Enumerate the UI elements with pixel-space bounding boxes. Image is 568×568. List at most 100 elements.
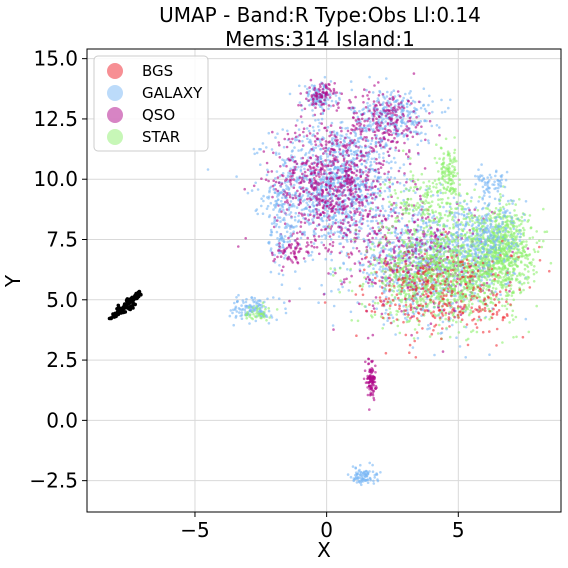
- point-galaxy: [387, 248, 391, 252]
- point-qso: [393, 124, 397, 128]
- point-qso: [354, 119, 358, 122]
- point-qso: [317, 235, 321, 238]
- point-galaxy: [284, 311, 288, 315]
- point-star: [438, 267, 442, 271]
- point-star: [416, 300, 420, 303]
- point-qso: [371, 226, 375, 230]
- point-qso: [344, 166, 348, 170]
- point-galaxy: [206, 168, 210, 171]
- point-qso: [278, 143, 281, 147]
- point-qso: [337, 198, 340, 201]
- point-qso: [303, 221, 307, 225]
- point-star: [411, 255, 415, 258]
- point-qso: [272, 179, 276, 182]
- point-qso: [362, 124, 366, 127]
- point-star: [373, 301, 377, 305]
- point-galaxy: [367, 124, 370, 128]
- point-galaxy: [255, 151, 259, 155]
- point-qso: [339, 225, 342, 229]
- point-qso: [379, 162, 383, 166]
- point-qso: [344, 163, 348, 166]
- point-qso: [373, 84, 376, 87]
- point-galaxy: [324, 181, 328, 184]
- point-galaxy: [309, 254, 313, 257]
- point-star: [451, 240, 454, 244]
- point-galaxy: [262, 199, 265, 203]
- point-galaxy: [389, 166, 393, 170]
- point-star: [500, 297, 504, 301]
- point-galaxy: [349, 238, 353, 241]
- point-qso: [328, 242, 332, 246]
- point-galaxy: [359, 190, 362, 193]
- point-galaxy: [348, 215, 351, 218]
- point-galaxy: [293, 155, 296, 159]
- point-qso: [338, 251, 342, 255]
- point-galaxy: [336, 165, 340, 169]
- point-galaxy: [399, 235, 402, 239]
- point-qso: [311, 187, 314, 190]
- point-star: [378, 227, 382, 231]
- point-star: [476, 318, 480, 322]
- point-qso: [265, 161, 269, 165]
- point-qso: [326, 216, 330, 219]
- point-star: [456, 298, 460, 302]
- point-qso: [393, 211, 397, 214]
- point-galaxy: [285, 184, 288, 187]
- point-qso: [363, 119, 367, 123]
- point-qso: [369, 240, 372, 244]
- point-qso: [372, 193, 376, 196]
- point-star: [389, 273, 392, 277]
- point-galaxy: [288, 92, 292, 96]
- point-galaxy: [300, 108, 304, 112]
- point-galaxy: [306, 178, 309, 181]
- point-galaxy: [392, 89, 396, 92]
- point-qso: [308, 205, 312, 209]
- point-qso: [424, 138, 427, 142]
- point-galaxy: [321, 185, 324, 188]
- point-galaxy: [439, 253, 443, 256]
- point-qso: [301, 144, 305, 147]
- point-galaxy: [345, 238, 349, 242]
- point-star: [421, 219, 425, 223]
- point-star: [466, 288, 469, 292]
- point-star: [413, 264, 417, 268]
- point-galaxy: [343, 212, 347, 216]
- point-qso: [244, 237, 247, 240]
- point-galaxy: [382, 152, 385, 155]
- point-galaxy: [331, 324, 335, 327]
- point-qso: [279, 165, 282, 168]
- point-qso: [362, 240, 366, 243]
- point-galaxy: [384, 142, 388, 145]
- point-qso: [276, 189, 280, 193]
- point-star: [396, 285, 400, 288]
- point-star: [390, 293, 394, 297]
- point-qso: [350, 141, 354, 145]
- point-qso: [349, 240, 353, 243]
- point-star: [380, 260, 383, 263]
- point-qso: [367, 117, 371, 120]
- point-star: [504, 294, 508, 298]
- point-qso: [313, 161, 316, 165]
- point-galaxy: [375, 150, 379, 154]
- point-galaxy: [371, 300, 375, 303]
- point-qso: [315, 164, 319, 168]
- point-qso: [291, 168, 295, 172]
- point-galaxy: [290, 204, 294, 207]
- point-galaxy: [301, 139, 304, 143]
- point-star: [469, 287, 472, 291]
- point-qso: [355, 247, 359, 250]
- point-galaxy: [402, 96, 406, 100]
- point-qso: [353, 184, 357, 187]
- point-galaxy: [254, 181, 257, 185]
- point-qso: [324, 143, 328, 146]
- point-galaxy: [276, 132, 279, 135]
- point-qso: [318, 175, 321, 178]
- point-galaxy: [311, 201, 315, 204]
- point-galaxy: [303, 198, 307, 202]
- point-star: [442, 265, 446, 269]
- point-star: [455, 320, 458, 324]
- point-qso: [322, 108, 326, 112]
- point-galaxy: [369, 120, 372, 123]
- point-galaxy: [324, 185, 327, 188]
